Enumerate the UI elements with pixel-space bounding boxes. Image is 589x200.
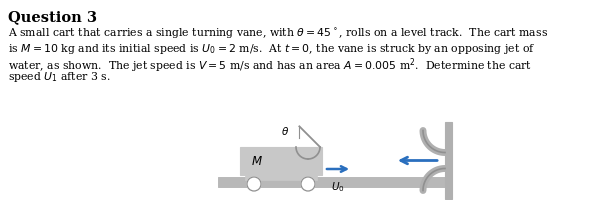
Text: A small cart that carries a single turning vane, with $\theta = 45^\circ$, rolls: A small cart that carries a single turni…: [8, 27, 548, 41]
Text: $\theta$: $\theta$: [282, 125, 290, 137]
Text: $U_0$: $U_0$: [331, 179, 345, 193]
Bar: [445, 122, 452, 199]
Bar: [240, 147, 322, 175]
Text: water, as shown.  The jet speed is $V = 5$ m/s and has an area $A = 0.005$ m$^2$: water, as shown. The jet speed is $V = 5…: [8, 56, 532, 74]
Bar: [218, 177, 450, 187]
Text: $M$: $M$: [251, 155, 263, 168]
Text: speed $U_1$ after 3 s.: speed $U_1$ after 3 s.: [8, 70, 111, 84]
Circle shape: [301, 177, 315, 191]
Text: is $M = 10$ kg and its initial speed is $U_0 = 2$ m/s.  At $t = 0$, the vane is : is $M = 10$ kg and its initial speed is …: [8, 41, 535, 55]
Bar: [245, 175, 317, 180]
Text: Question 3: Question 3: [8, 10, 97, 24]
Circle shape: [247, 177, 261, 191]
